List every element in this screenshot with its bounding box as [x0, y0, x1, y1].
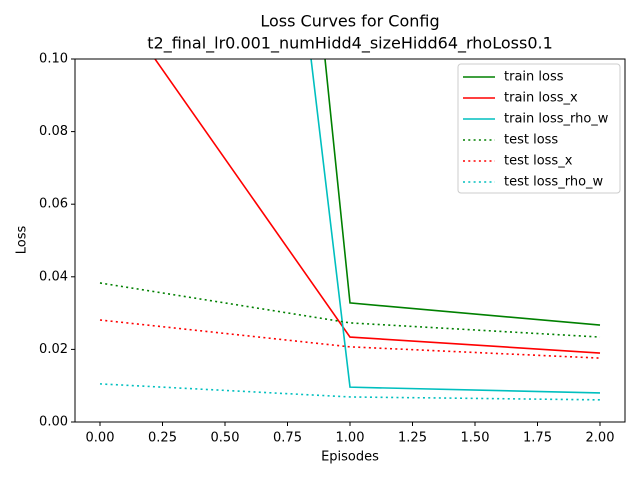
legend-label: test loss — [504, 133, 558, 148]
x-tick-label: 1.25 — [398, 431, 427, 446]
y-tick-label: 0.10 — [39, 52, 68, 67]
y-tick-label: 0.06 — [39, 197, 68, 212]
x-tick-label: 1.50 — [461, 431, 490, 446]
series-line — [99, 383, 601, 401]
series-line — [324, 59, 601, 326]
legend-box — [457, 63, 621, 194]
legend-label: test loss_rho_w — [504, 175, 604, 190]
series-line — [154, 59, 601, 354]
y-tick-label: 0.04 — [39, 269, 68, 284]
x-tick-label: 1.75 — [523, 431, 552, 446]
x-tick-label: 0.00 — [86, 431, 115, 446]
plot-area — [99, 59, 601, 401]
y-axis-label: Loss — [15, 226, 30, 255]
legend-label: train loss_x — [504, 91, 578, 106]
legend-label: train loss_rho_w — [504, 112, 609, 127]
y-tick-label: 0.00 — [39, 415, 68, 430]
chart-subtitle: t2_final_lr0.001_numHidd4_sizeHidd64_rho… — [147, 34, 553, 54]
series-line — [310, 59, 601, 394]
x-tick-label: 0.75 — [273, 431, 302, 446]
series-line — [99, 282, 601, 338]
chart-title: Loss Curves for Config — [260, 12, 439, 31]
x-tick-label: 0.25 — [148, 431, 177, 446]
x-tick-label: 0.50 — [211, 431, 240, 446]
legend-label: train loss — [504, 70, 564, 85]
legend-label: test loss_x — [504, 154, 573, 169]
x-tick-label: 1.00 — [336, 431, 365, 446]
y-tick-label: 0.08 — [39, 124, 68, 139]
x-axis-label: Episodes — [321, 450, 379, 465]
x-tick-label: 2.00 — [586, 431, 615, 446]
y-tick-label: 0.02 — [39, 342, 68, 357]
